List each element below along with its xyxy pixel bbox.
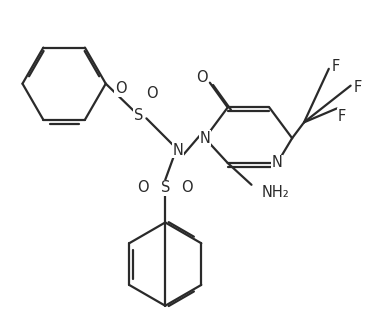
- Text: F: F: [338, 109, 346, 124]
- Text: NH₂: NH₂: [261, 185, 289, 200]
- Text: S: S: [161, 180, 170, 195]
- Text: O: O: [181, 180, 193, 195]
- Text: N: N: [272, 155, 283, 170]
- Text: F: F: [353, 80, 362, 95]
- Text: O: O: [147, 86, 158, 101]
- Text: S: S: [134, 108, 143, 123]
- Text: O: O: [196, 70, 208, 85]
- Text: N: N: [173, 143, 184, 158]
- Text: F: F: [331, 59, 340, 74]
- Text: N: N: [199, 131, 210, 146]
- Text: O: O: [137, 180, 149, 195]
- Text: O: O: [115, 81, 126, 96]
